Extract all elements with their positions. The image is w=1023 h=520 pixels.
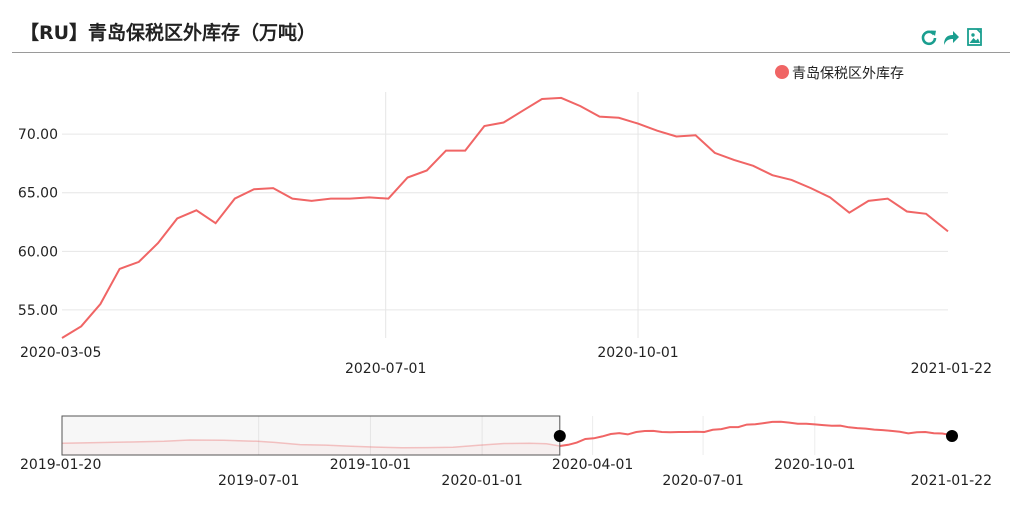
data-point — [118, 267, 122, 271]
data-point — [386, 197, 390, 201]
data-point — [156, 241, 160, 245]
data-point — [751, 164, 755, 168]
data-point — [732, 158, 736, 162]
data-zoom-slider[interactable]: 2019-01-20 2019-07-01 2019-10-01 2020-01-01… — [20, 415, 992, 489]
series-layer — [60, 96, 950, 340]
y-axis: 55.00 60.00 65.00 70.00 — [18, 127, 58, 319]
data-point — [463, 149, 467, 153]
data-point — [482, 124, 486, 128]
data-point — [175, 217, 179, 221]
slider-shaded-range — [61, 415, 561, 456]
data-point — [847, 211, 851, 215]
overview-tick-label: 2019-01-20 — [20, 457, 101, 473]
data-point — [905, 210, 909, 214]
overview-area-unselected — [62, 440, 560, 455]
data-point — [598, 115, 602, 119]
data-point — [559, 96, 563, 100]
data-point — [271, 186, 275, 190]
chart-title: 【RU】青岛保税区外库存（万吨） — [20, 22, 317, 44]
data-point — [578, 104, 582, 108]
data-point — [425, 169, 429, 173]
save-image-icon[interactable] — [966, 28, 984, 46]
legend[interactable]: 青岛保税区外库存 — [775, 65, 904, 82]
data-point — [655, 129, 659, 133]
data-point — [809, 186, 813, 190]
grid-lines — [62, 92, 948, 338]
refresh-icon[interactable] — [920, 28, 938, 46]
legend-marker — [775, 65, 789, 79]
data-point — [674, 135, 678, 139]
data-point — [348, 197, 352, 201]
data-point — [636, 122, 640, 126]
x-tick-label: 2020-10-01 — [597, 345, 678, 361]
data-point — [713, 151, 717, 155]
y-tick-label: 70.00 — [18, 127, 58, 143]
data-point — [502, 121, 506, 125]
data-point — [79, 324, 83, 328]
data-point — [867, 199, 871, 203]
data-point — [233, 197, 237, 201]
data-point — [367, 195, 371, 199]
data-point — [770, 173, 774, 177]
y-tick-label: 55.00 — [18, 303, 58, 319]
y-tick-label: 65.00 — [18, 186, 58, 202]
overview-tick-label: 2020-07-01 — [662, 473, 743, 489]
slider-handle — [553, 430, 566, 442]
data-point — [521, 109, 525, 113]
data-point — [617, 116, 621, 120]
data-point — [329, 197, 333, 201]
data-point — [137, 260, 141, 264]
x-tick-label: 2020-03-05 — [20, 345, 101, 361]
data-point — [946, 229, 950, 233]
data-point — [924, 212, 928, 216]
overview-tick-label: 2019-07-01 — [218, 473, 299, 489]
data-point — [290, 197, 294, 201]
chart-header: 【RU】青岛保税区外库存（万吨） — [12, 8, 1010, 53]
overview-tick-label: 2020-10-01 — [774, 457, 855, 473]
data-point — [194, 208, 198, 212]
series-line — [61, 96, 949, 339]
overview-tick-label: 2021-01-22 — [911, 473, 992, 489]
legend-label: 青岛保税区外库存 — [792, 66, 904, 82]
share-icon[interactable] — [942, 28, 960, 46]
data-point — [540, 97, 544, 101]
overview-tick-label: 2020-04-01 — [552, 457, 633, 473]
data-point — [828, 195, 832, 199]
slider-handle — [946, 430, 958, 442]
x-tick-label: 2021-01-22 — [911, 361, 992, 377]
overview-tick-label: 2019-10-01 — [330, 457, 411, 473]
data-point — [252, 187, 256, 191]
data-point — [98, 302, 102, 306]
data-point — [790, 178, 794, 182]
overview-tick-label: 2020-01-01 — [441, 473, 522, 489]
y-tick-label: 60.00 — [18, 244, 58, 260]
data-point — [886, 197, 890, 201]
x-tick-label: 2020-07-01 — [345, 361, 426, 377]
x-axis: 2020-03-05 2020-07-01 2020-10-01 2021-01-22 — [20, 345, 992, 377]
data-point — [60, 336, 64, 340]
data-point — [214, 221, 218, 225]
overview-line-selected — [559, 420, 953, 447]
data-point — [444, 149, 448, 153]
data-point — [694, 133, 698, 137]
data-point — [406, 176, 410, 180]
data-point — [310, 199, 314, 203]
overview-line-unselected — [61, 439, 560, 449]
